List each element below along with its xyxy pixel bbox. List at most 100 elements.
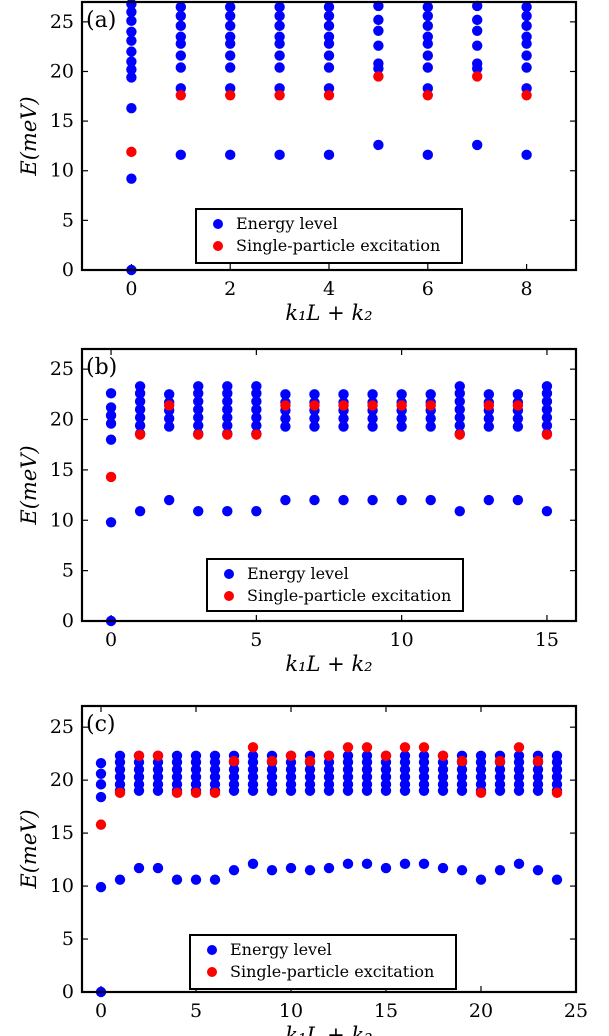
energy-level-point — [163, 421, 175, 432]
energy-level-point — [380, 779, 392, 790]
energy-level-point — [338, 389, 349, 400]
energy-level-point — [361, 858, 373, 870]
energy-level-point — [551, 779, 563, 790]
legend: Energy level Single-particle excitation — [195, 208, 463, 264]
energy-level-point — [323, 771, 335, 783]
single-particle-excitation-point — [472, 71, 483, 82]
y-tick-label: 5 — [62, 928, 74, 950]
energy-level-point — [247, 779, 259, 790]
energy-level-point — [285, 779, 297, 790]
energy-level-point — [521, 31, 532, 42]
energy-level-point — [222, 420, 233, 431]
legend-box — [195, 208, 463, 264]
energy-level-point — [222, 381, 233, 392]
x-tick-label: 15 — [535, 629, 559, 651]
legend-box — [189, 934, 457, 990]
energy-level-point — [190, 764, 202, 775]
energy-level-point — [309, 421, 320, 432]
energy-level-point — [475, 771, 487, 783]
energy-level-point — [280, 413, 291, 424]
energy-level-point — [134, 381, 146, 392]
energy-level-point — [280, 389, 291, 400]
energy-level-point — [512, 413, 524, 424]
energy-level-point — [399, 771, 411, 783]
plot-frame — [80, 347, 578, 623]
energy-level-point — [134, 396, 146, 407]
single-particle-excitation-point — [114, 787, 126, 799]
energy-level-point — [251, 505, 262, 517]
y-tick-label: 10 — [50, 160, 74, 182]
legend-entry: Single-particle excitation — [247, 586, 451, 605]
x-tick-label: 10 — [390, 629, 414, 651]
panel-label: (c) — [86, 712, 116, 737]
single-particle-excitation-point — [193, 429, 204, 440]
x-tick-label: 2 — [224, 278, 236, 300]
energy-level-point — [512, 494, 524, 506]
energy-level-point — [512, 421, 524, 432]
energy-level-point — [323, 764, 335, 775]
single-particle-excitation-point — [367, 400, 378, 411]
energy-level-point — [418, 858, 430, 870]
energy-level-point — [304, 779, 316, 790]
energy-level-point — [541, 404, 553, 415]
energy-level-point — [247, 764, 259, 775]
energy-level-point — [163, 389, 175, 400]
energy-level-point — [541, 412, 553, 423]
energy-level-point — [163, 413, 175, 424]
energy-level-point — [541, 396, 553, 407]
energy-level-point — [209, 874, 221, 885]
y-tick-label: 5 — [62, 560, 74, 582]
energy-level-point — [190, 779, 202, 790]
energy-level-point — [454, 505, 465, 517]
energy-level-point — [456, 779, 468, 790]
energy-level-point — [193, 396, 204, 407]
energy-level-point — [373, 40, 384, 51]
energy-level-point — [456, 771, 468, 783]
legend-marker — [224, 569, 234, 579]
energy-level-point — [126, 103, 137, 114]
energy-level-point — [228, 764, 240, 775]
energy-level-point — [422, 20, 433, 32]
legend-marker — [224, 591, 234, 601]
energy-level-point — [274, 20, 285, 32]
energy-level-point — [222, 505, 233, 517]
energy-level-point — [380, 862, 392, 874]
energy-level-point — [190, 771, 202, 783]
y-tick-label: 15 — [50, 459, 74, 481]
energy-level-point — [134, 505, 146, 517]
energy-level-point — [551, 750, 563, 761]
energy-level-point — [95, 758, 107, 769]
energy-level-point — [475, 764, 487, 775]
legend-entry: Energy level — [247, 564, 349, 583]
energy-level-point — [126, 15, 137, 27]
energy-level-point — [521, 62, 532, 73]
energy-level-point — [367, 494, 378, 506]
energy-level-point — [551, 874, 563, 885]
energy-level-point — [323, 779, 335, 790]
energy-level-point — [152, 764, 164, 775]
single-particle-excitation-point — [209, 787, 221, 799]
energy-level-point — [454, 404, 465, 415]
energy-level-point — [483, 413, 495, 424]
energy-level-point — [342, 771, 354, 783]
y-tick-label: 0 — [62, 259, 74, 281]
energy-level-point — [437, 862, 449, 874]
panel-2: 0 5 10 15 0 5 10 15 20 25 (b) k₁L + k₂ E(meV) Energy … — [17, 347, 578, 676]
energy-level-point — [338, 413, 349, 424]
energy-level-point — [472, 139, 483, 151]
energy-level-point — [323, 10, 335, 22]
energy-level-point — [114, 779, 126, 790]
energy-level-point — [228, 864, 240, 876]
energy-level-point — [472, 25, 483, 36]
energy-level-point — [175, 31, 186, 42]
energy-level-point — [171, 779, 183, 790]
energy-level-point — [454, 412, 465, 423]
legend-marker — [207, 967, 217, 977]
energy-level-point — [551, 764, 563, 775]
single-particle-excitation-point — [475, 787, 487, 799]
energy-level-point — [152, 779, 164, 790]
energy-level-point — [126, 72, 137, 83]
single-particle-excitation-point — [338, 400, 349, 411]
x-tick-label: 0 — [105, 629, 117, 651]
energy-level-point — [437, 779, 449, 790]
